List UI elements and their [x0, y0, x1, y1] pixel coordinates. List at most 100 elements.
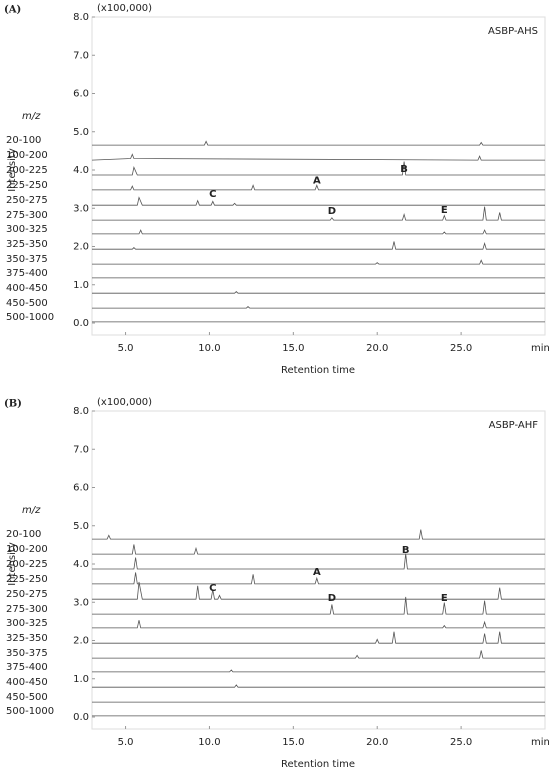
x-tick-label: 15.0 [282, 737, 304, 748]
series-label: 200-225 [6, 165, 48, 176]
y-tick-label: 6.0 [73, 89, 89, 100]
series-label: 300-325 [6, 618, 48, 629]
x-tick-label: 5.0 [118, 737, 134, 748]
series-label: 100-200 [6, 150, 48, 161]
x-tick-label: 5.0 [118, 343, 134, 354]
chromatogram-trace [92, 553, 545, 570]
series-label: 325-350 [6, 633, 48, 644]
chromatogram-trace [92, 529, 545, 540]
y-tick-label: 4.0 [73, 165, 89, 176]
peak-annotation: E [441, 593, 448, 604]
y-tick-label: 0.0 [73, 712, 89, 723]
series-label: 350-375 [6, 648, 48, 659]
series-label: 375-400 [6, 662, 48, 673]
x-tick-label: 25.0 [450, 343, 472, 354]
series-label: 400-450 [6, 677, 48, 688]
peak-annotation: C [209, 583, 216, 594]
chromatogram-trace [92, 196, 545, 206]
y-tick-label: 0.0 [73, 318, 89, 329]
y-axis-label: Intensity [7, 542, 18, 586]
chromatogram-trace [92, 650, 545, 659]
series-label: 275-300 [6, 604, 48, 615]
y-tick-label: 5.0 [73, 127, 89, 138]
peak-annotation: A [313, 176, 321, 187]
peak-annotation: A [313, 567, 321, 578]
chromatogram-trace [92, 259, 545, 265]
series-label: 500-1000 [6, 706, 54, 717]
y-tick-label: 3.0 [73, 203, 89, 214]
plot-frame [91, 16, 546, 336]
legend-title: m/z [22, 111, 41, 122]
series-label: 400-450 [6, 283, 48, 294]
y-tick-label: 7.0 [73, 50, 89, 61]
x-tick-label: 20.0 [366, 737, 388, 748]
chromatogram-trace [92, 206, 545, 221]
series-label: 225-250 [6, 574, 48, 585]
chromatogram-trace [92, 631, 545, 644]
peak-annotation: D [328, 206, 336, 217]
chromatogram-trace [92, 596, 545, 615]
series-label: 100-200 [6, 544, 48, 555]
chromatogram-trace [91, 153, 545, 161]
chromatogram-trace [92, 544, 545, 555]
x-tick-label: 10.0 [198, 737, 220, 748]
series-label: 450-500 [6, 298, 48, 309]
chart-title: ASBP-AHS [488, 26, 538, 37]
series-label: 250-275 [6, 195, 48, 206]
x-axis-label: Retention time [281, 365, 355, 376]
chromatogram-trace [92, 669, 545, 673]
series-label: 250-275 [6, 589, 48, 600]
y-tick-label: 6.0 [73, 483, 89, 494]
series-label: 20-100 [6, 135, 41, 146]
x-unit: min [531, 343, 550, 354]
y-tick-label: 1.0 [73, 280, 89, 291]
peak-annotation: D [328, 593, 336, 604]
peak-annotation: C [209, 189, 216, 200]
chart-title: ASBP-AHF [489, 420, 539, 431]
y-tick-label: 2.0 [73, 242, 89, 253]
x-tick-label: 15.0 [282, 343, 304, 354]
panel-label: (A) [4, 5, 21, 16]
scale-label: (x100,000) [97, 397, 152, 408]
x-unit: min [531, 737, 550, 748]
peak-annotation: B [402, 545, 410, 556]
series-label: 225-250 [6, 180, 48, 191]
y-tick-label: 7.0 [73, 444, 89, 455]
chromatogram-trace [92, 620, 545, 629]
y-tick-label: 1.0 [73, 674, 89, 685]
plot-frame [91, 410, 546, 730]
chromatogram-trace [92, 229, 545, 235]
x-tick-label: 25.0 [450, 737, 472, 748]
series-label: 200-225 [6, 559, 48, 570]
chromatogram-trace [92, 684, 545, 688]
peak-annotation: E [441, 205, 448, 216]
chromatogram-trace [92, 581, 545, 600]
chromatogram-trace [92, 241, 545, 250]
x-axis-label: Retention time [281, 759, 355, 770]
legend-title: m/z [22, 505, 41, 516]
y-axis-label: Intensity [7, 148, 18, 192]
y-tick-label: 5.0 [73, 521, 89, 532]
panel-label: (B) [4, 399, 22, 410]
series-label: 20-100 [6, 529, 41, 540]
y-tick-label: 2.0 [73, 636, 89, 647]
y-tick-label: 4.0 [73, 559, 89, 570]
x-tick-label: 10.0 [198, 343, 220, 354]
chromatogram-trace [92, 161, 545, 176]
y-tick-label: 8.0 [73, 406, 89, 417]
series-label: 275-300 [6, 210, 48, 221]
series-label: 500-1000 [6, 312, 54, 323]
x-tick-label: 20.0 [366, 343, 388, 354]
chromatogram-trace [92, 572, 545, 585]
y-tick-label: 3.0 [73, 597, 89, 608]
chromatogram-trace [92, 140, 545, 146]
chromatogram-trace [92, 306, 545, 309]
scale-label: (x100,000) [97, 3, 152, 14]
chromatogram-trace [92, 291, 545, 294]
chromatogram-trace [92, 184, 545, 191]
series-label: 300-325 [6, 224, 48, 235]
peak-annotation: B [400, 164, 408, 175]
y-tick-label: 8.0 [73, 12, 89, 23]
